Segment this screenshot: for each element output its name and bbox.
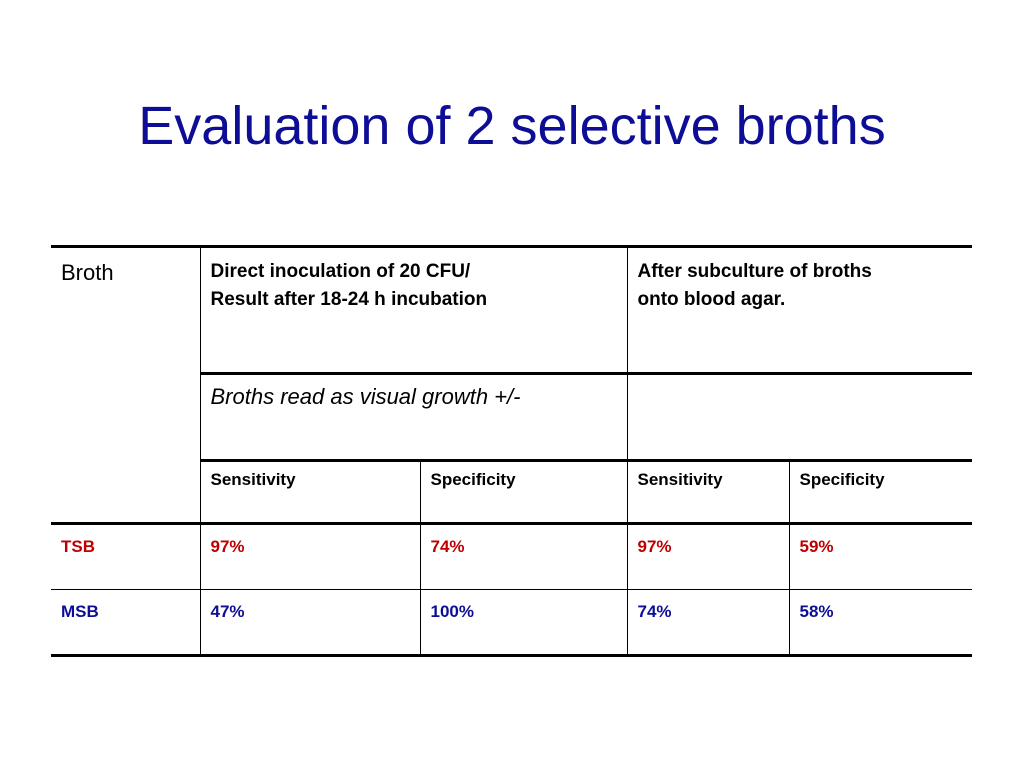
- table-header-row: Broth Direct inoculation of 20 CFU/ Resu…: [51, 245, 972, 524]
- direct-inoculation-header: Direct inoculation of 20 CFU/ Result aft…: [199, 245, 628, 374]
- direct-header-line1: Direct inoculation of 20 CFU/: [210, 261, 471, 282]
- tsb-subculture-specificity: 59%: [788, 522, 972, 590]
- metric-header-subculture-sensitivity: Sensitivity: [626, 459, 790, 524]
- broth-name-msb: MSB: [51, 589, 201, 657]
- msb-subculture-sensitivity: 74%: [626, 589, 790, 657]
- visual-growth-text: Broths read as visual growth +/-: [210, 384, 521, 409]
- broth-name-tsb: TSB: [51, 522, 201, 590]
- metric-header-subculture-specificity: Specificity: [788, 459, 972, 524]
- tsb-direct-specificity: 74%: [419, 522, 628, 590]
- tsb-direct-sensitivity: 97%: [199, 522, 421, 590]
- msb-subculture-specificity: 58%: [788, 589, 972, 657]
- msb-direct-sensitivity: 47%: [199, 589, 421, 657]
- visual-growth-note: Broths read as visual growth +/-: [199, 372, 628, 461]
- direct-header-line2: Result after 18-24 h incubation: [210, 289, 488, 310]
- subculture-header-line1: After subculture of broths: [637, 261, 872, 282]
- broth-header-label: Broth: [61, 260, 114, 285]
- broth-column-header: Broth: [51, 245, 201, 524]
- tsb-subculture-sensitivity: 97%: [626, 522, 790, 590]
- metrics-header-row: Sensitivity Specificity Sensitivity Spec…: [51, 459, 972, 524]
- empty-cell: [626, 372, 972, 461]
- metric-header-direct-specificity: Specificity: [419, 459, 628, 524]
- subculture-header-line2: onto blood agar.: [637, 289, 786, 310]
- msb-direct-specificity: 100%: [419, 589, 628, 657]
- slide-title: Evaluation of 2 selective broths: [138, 96, 886, 156]
- subculture-header: After subculture of broths onto blood ag…: [626, 245, 972, 374]
- visual-growth-row: Broths read as visual growth +/-: [51, 372, 972, 461]
- table-row-tsb: TSB 97% 74% 97% 59%: [51, 522, 972, 590]
- results-table: Broth Direct inoculation of 20 CFU/ Resu…: [51, 245, 972, 657]
- table-row-msb: MSB 47% 100% 74% 58%: [51, 589, 972, 657]
- metric-header-direct-sensitivity: Sensitivity: [199, 459, 421, 524]
